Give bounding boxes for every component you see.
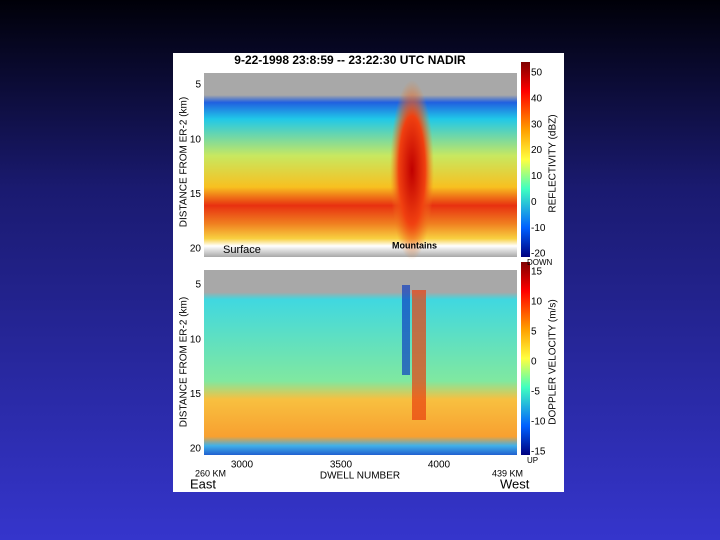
reflectivity-image xyxy=(204,73,517,257)
y-tick-label: 20 xyxy=(190,244,202,255)
figure-title: 9-22-1998 23:8:59 -- 23:22:30 UTC NADIR xyxy=(234,53,466,67)
doppler-image xyxy=(204,270,517,455)
y-tick-label: 5 xyxy=(195,80,201,91)
x-tick-label: 3000 xyxy=(231,460,254,471)
colorbar-label: DOPPLER VELOCITY (m/s) xyxy=(548,299,559,424)
y-tick-label: 15 xyxy=(190,389,202,400)
direction-label: West xyxy=(500,476,530,491)
annotation: Surface xyxy=(223,244,261,256)
colorbar xyxy=(521,262,530,455)
colorbar-tick-label: 20 xyxy=(531,145,543,156)
colorbar xyxy=(521,62,530,257)
y-tick-label: 10 xyxy=(190,134,202,145)
direction-label: East xyxy=(190,476,216,491)
colorbar-tick-label: 30 xyxy=(531,119,543,130)
colorbar-tick-label: 15 xyxy=(531,267,543,278)
storm-core xyxy=(390,80,434,260)
distance-label: 260 KM xyxy=(195,468,226,478)
x-axis-label: DWELL NUMBER xyxy=(320,471,400,482)
y-tick-label: 10 xyxy=(190,334,202,345)
colorbar-tick-label: -10 xyxy=(531,223,546,234)
colorbar-tick-label: -20 xyxy=(531,249,546,260)
y-axis-label: DISTANCE FROM ER-2 (km) xyxy=(179,297,190,427)
annotation: Mountains xyxy=(392,240,437,250)
colorbar-label: REFLECTIVITY (dBZ) xyxy=(548,114,559,212)
colorbar-tick-label: -5 xyxy=(531,387,540,398)
y-tick-label: 5 xyxy=(195,280,201,291)
updraft xyxy=(402,285,410,375)
colorbar-tick-label: -15 xyxy=(531,447,546,458)
colorbar-end-label: UP xyxy=(527,456,538,465)
colorbar-tick-label: 0 xyxy=(531,357,537,368)
y-tick-label: 20 xyxy=(190,444,202,455)
x-tick-label: 4000 xyxy=(428,460,451,471)
colorbar-tick-label: 50 xyxy=(531,68,543,79)
colorbar-tick-label: 10 xyxy=(531,297,543,308)
colorbar-end-label: DOWN xyxy=(527,258,553,267)
colorbar-tick-label: 40 xyxy=(531,93,543,104)
x-tick-label: 3500 xyxy=(330,460,353,471)
distance-label: 439 KM xyxy=(492,468,523,478)
y-tick-label: 15 xyxy=(190,189,202,200)
colorbar-tick-label: 10 xyxy=(531,171,543,182)
colorbar-tick-label: 0 xyxy=(531,197,537,208)
downdraft xyxy=(412,290,426,420)
y-axis-label: DISTANCE FROM ER-2 (km) xyxy=(179,97,190,227)
colorbar-tick-label: 5 xyxy=(531,327,537,338)
colorbar-tick-label: -10 xyxy=(531,417,546,428)
